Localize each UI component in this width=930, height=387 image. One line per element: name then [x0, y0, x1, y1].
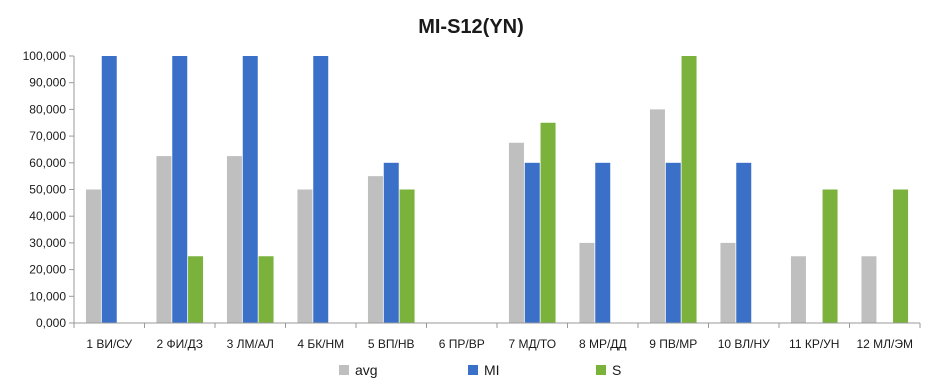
- y-tick-label: 0,000: [36, 316, 66, 330]
- bar-s: [188, 256, 204, 323]
- bar-avg: [579, 242, 595, 323]
- y-tick-label: 70,000: [29, 129, 66, 143]
- bar-s: [540, 122, 556, 323]
- chart-title: MI-S12(YN): [418, 16, 524, 38]
- y-tick-label: 50,000: [29, 183, 66, 197]
- legend-swatch-s: [596, 365, 606, 375]
- bar-mi: [383, 162, 399, 323]
- legend-label-s: S: [612, 362, 621, 378]
- x-tick-label: 1 ВИ/СУ: [86, 337, 132, 351]
- x-tick-label: 8 МР/ДД: [579, 337, 627, 351]
- bar-avg: [720, 242, 736, 323]
- x-tick-label: 2 ФИ/ДЗ: [157, 337, 203, 351]
- x-tick-label: 9 ПВ/МР: [649, 337, 697, 351]
- bars: [85, 56, 909, 324]
- bar-avg: [297, 189, 313, 323]
- bar-mi: [242, 56, 258, 323]
- x-tick-label: 7 МД/ТО: [508, 337, 556, 351]
- legend-label-avg: avg: [355, 362, 378, 378]
- bar-mi: [172, 56, 188, 323]
- bar-mi: [665, 162, 681, 323]
- bar-avg: [156, 156, 172, 323]
- bar-avg: [861, 256, 877, 323]
- bar-s: [893, 189, 909, 323]
- y-tick-label: 20,000: [29, 263, 66, 277]
- y-tick-label: 100,000: [23, 49, 67, 63]
- bar-s: [822, 189, 838, 323]
- y-tick-label: 30,000: [29, 236, 66, 250]
- y-tick-label: 80,000: [29, 102, 66, 116]
- bar-mi: [101, 56, 117, 323]
- x-tick-label: 10 ВЛ/НУ: [718, 337, 770, 351]
- bar-mi: [524, 162, 540, 323]
- bar-mi: [736, 162, 752, 323]
- x-tick-label: 12 МЛ/ЭМ: [856, 337, 913, 351]
- y-tick-label: 90,000: [29, 76, 66, 90]
- y-tick-label: 10,000: [29, 289, 66, 303]
- y-tick-label: 40,000: [29, 209, 66, 223]
- bar-avg: [85, 189, 101, 323]
- legend-label-mi: MI: [484, 362, 500, 378]
- bar-s: [399, 189, 415, 323]
- legend: avg MI S: [339, 362, 621, 378]
- bar-avg: [649, 109, 665, 324]
- bar-mi: [313, 56, 329, 323]
- x-tick-label: 3 ЛМ/АЛ: [227, 337, 274, 351]
- bar-s: [258, 256, 274, 323]
- legend-swatch-avg: [339, 365, 349, 375]
- x-tick-label: 4 БК/НМ: [297, 337, 344, 351]
- bar-avg: [367, 176, 383, 323]
- x-tick-label: 6 ПР/ВР: [439, 337, 485, 351]
- x-axis: 1 ВИ/СУ 2 ФИ/ДЗ 3 ЛМ/АЛ 4 БК/НМ 5 ВП/НВ 6 ПР/…: [73, 322, 921, 351]
- x-tick-label: 11 КР/УН: [789, 337, 839, 351]
- bar-avg: [508, 142, 524, 323]
- y-tick-label: 60,000: [29, 156, 66, 170]
- y-axis: 0,000 10,000 20,000 30,000 40,000 50,000 60,00…: [23, 49, 75, 330]
- bar-avg: [790, 256, 806, 323]
- legend-swatch-mi: [468, 365, 478, 375]
- x-tick-label: 5 ВП/НВ: [368, 337, 415, 351]
- bar-avg: [226, 156, 242, 323]
- bar-mi: [595, 162, 611, 323]
- bar-s: [681, 56, 697, 323]
